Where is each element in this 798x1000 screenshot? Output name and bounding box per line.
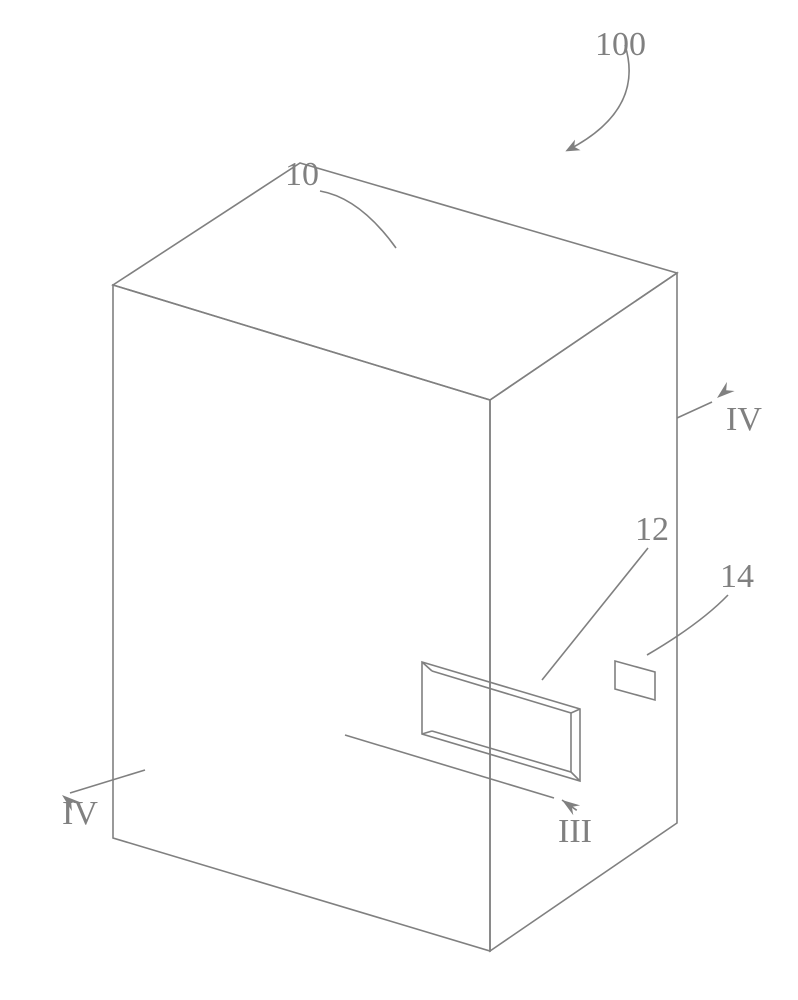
label-III: III (558, 813, 592, 850)
leader-14 (647, 595, 728, 655)
label-100: 100 (595, 26, 646, 63)
label-14: 14 (720, 558, 754, 595)
front-left-face (113, 285, 490, 951)
slot-14 (615, 661, 655, 700)
top-face (113, 163, 677, 400)
section-III (345, 735, 580, 815)
leader-10 (320, 191, 396, 248)
patent-figure: 100 10 12 14 III IV IV (0, 0, 798, 1000)
slot-12 (422, 662, 580, 781)
leader-12 (542, 548, 648, 680)
label-IV-right: IV (726, 401, 762, 438)
label-10: 10 (285, 156, 319, 193)
label-IV-left: IV (62, 795, 98, 832)
label-12: 12 (635, 511, 669, 548)
device-body (113, 163, 677, 951)
slot12-outer (422, 662, 580, 781)
